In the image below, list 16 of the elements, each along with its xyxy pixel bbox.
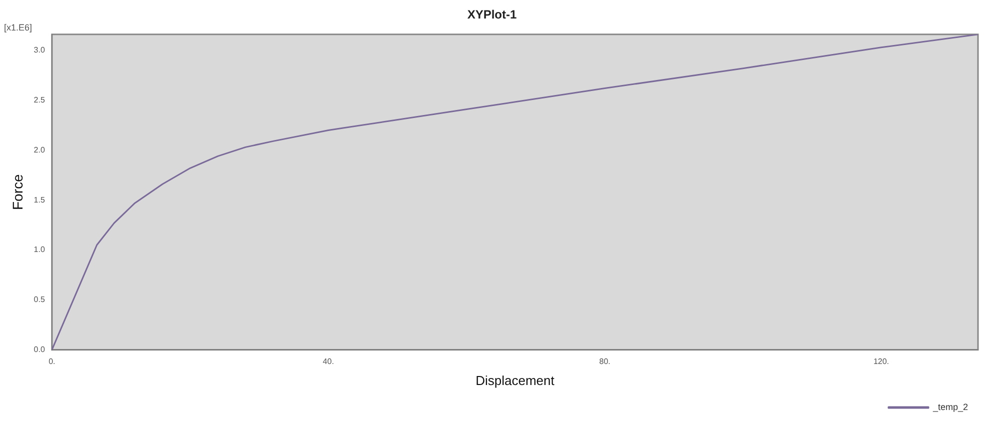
chart-title: XYPlot-1	[467, 8, 517, 22]
y-tick-label: 0.0	[34, 345, 46, 354]
x-tick-label: 40.	[322, 356, 334, 366]
y-tick-label: 1.0	[34, 245, 46, 254]
x-tick-label: 80.	[599, 356, 610, 366]
legend-label: _temp_2	[932, 402, 968, 412]
y-tick-label: 2.5	[34, 95, 46, 104]
x-axis-title: Displacement	[476, 372, 555, 388]
x-tick-label: 0.	[48, 356, 56, 366]
text: [x1.E6]	[4, 22, 32, 32]
y-axis-title: Force	[9, 174, 26, 210]
y-tick-label: 3.0	[34, 46, 46, 55]
y-tick-label: 2.0	[34, 145, 46, 154]
x-tick-label: 120.	[873, 356, 890, 366]
y-tick-label: 0.5	[34, 295, 46, 304]
y-tick-label: 1.5	[34, 195, 46, 204]
